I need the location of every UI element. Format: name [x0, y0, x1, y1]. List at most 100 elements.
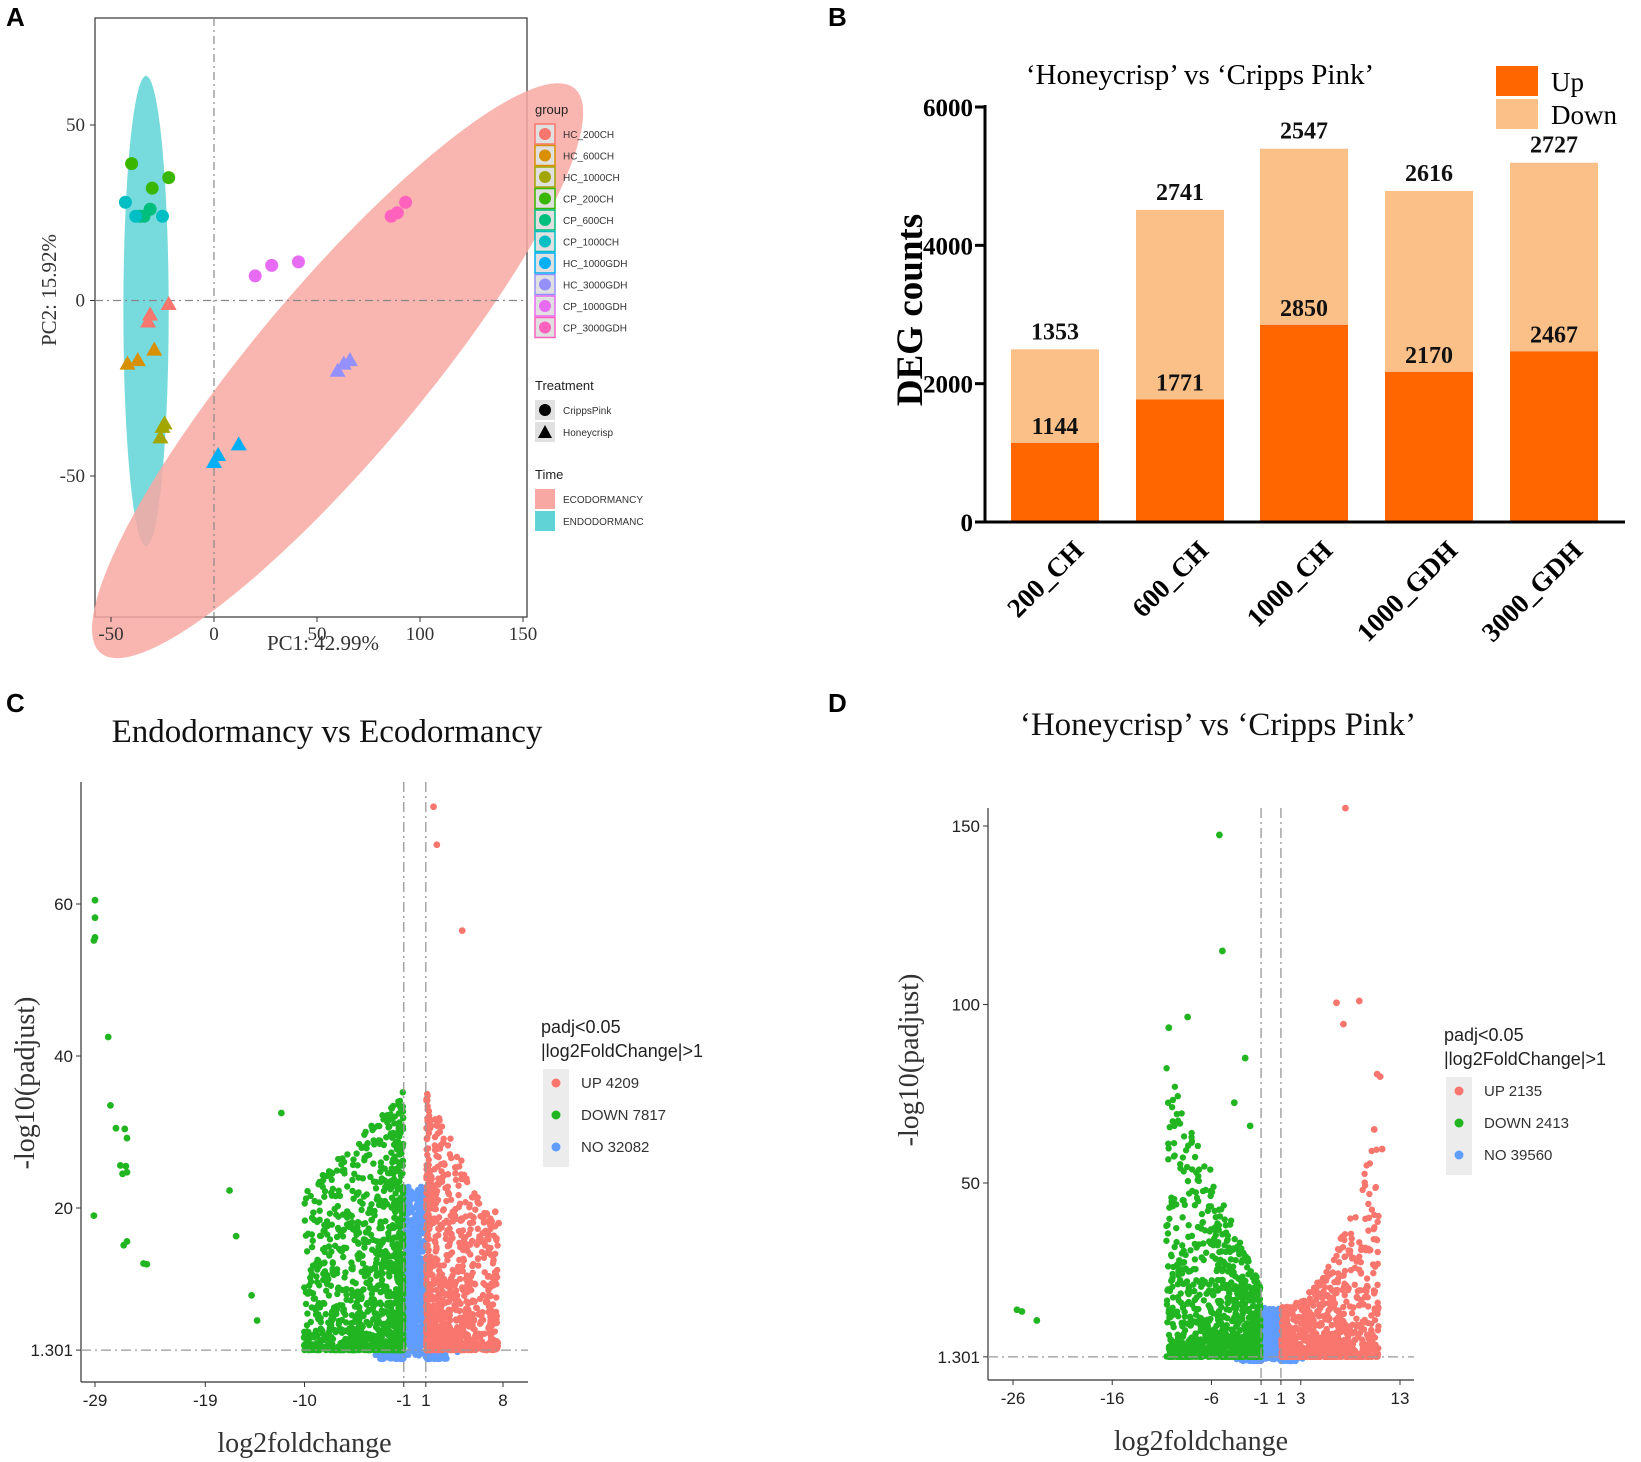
volcano-point	[360, 1336, 367, 1344]
volcano-point	[1216, 1259, 1224, 1266]
volcano-point	[1207, 1203, 1215, 1210]
volcano-point	[349, 1263, 356, 1270]
legend-dot-1	[551, 1110, 561, 1120]
volcano-plot-hc-vs-cp: ‘Honeycrisp’ vs ‘Cripps Pink’-26 -16 -6 -1 1…	[894, 707, 1606, 1457]
bar-down-4	[1510, 162, 1598, 352]
volcano-point	[1166, 1287, 1174, 1295]
volcano-point	[363, 1265, 370, 1272]
volcano-point	[1180, 1133, 1188, 1140]
volcano-point	[428, 1328, 436, 1335]
legend-group-dot-2	[539, 171, 551, 183]
volcano-point	[1198, 1210, 1206, 1218]
volcano-point	[1165, 1343, 1173, 1351]
volcano-point	[394, 1332, 402, 1339]
volcano-point	[1269, 1307, 1277, 1314]
volcano-point	[480, 1280, 487, 1287]
volcano-point	[1232, 1296, 1240, 1303]
legend-title-line-1: padj<0.05	[541, 1017, 621, 1037]
volcano-point	[431, 1133, 439, 1141]
volcano-point	[492, 1320, 500, 1327]
volcano-point	[329, 1335, 337, 1343]
volcano-point	[1212, 1213, 1219, 1221]
volcano-point	[416, 1208, 424, 1216]
volcano-point	[302, 1195, 310, 1202]
outlier-point-15	[120, 1241, 128, 1249]
volcano-point	[317, 1338, 325, 1345]
volcano-point	[1235, 1346, 1243, 1353]
volcano-point	[373, 1322, 380, 1329]
volcano-point	[301, 1217, 309, 1224]
volcano-point	[303, 1289, 311, 1296]
volcano-point	[397, 1104, 404, 1112]
bar-up-label-1: 1771	[1156, 371, 1204, 397]
pca-point-20	[230, 436, 247, 451]
volcano-point	[485, 1248, 492, 1255]
volcano-point	[363, 1191, 370, 1198]
volcano-point	[1176, 1120, 1184, 1127]
volcano-point	[342, 1319, 350, 1326]
bar-up-label-4: 2467	[1530, 322, 1578, 348]
volcano-point	[1199, 1218, 1207, 1226]
volcano-point	[405, 1245, 413, 1252]
legend-group-label-0: HC_200CH	[563, 130, 614, 141]
volcano-point	[385, 1124, 392, 1131]
volcano-point	[1165, 1156, 1172, 1163]
legend-label-2: NO 32082	[581, 1139, 649, 1156]
volcano-point	[1236, 1239, 1244, 1246]
volcano-point	[309, 1262, 317, 1269]
volcano-point	[1201, 1328, 1209, 1335]
volcano-point	[371, 1141, 378, 1148]
volcano-point	[349, 1161, 357, 1169]
y-tick-label-3: 60	[54, 895, 73, 914]
volcano-point	[423, 1146, 430, 1153]
y-axis-label: -log10(padjust)	[10, 997, 41, 1170]
pca-point-17	[156, 209, 169, 223]
volcano-point	[485, 1324, 493, 1331]
volcano-point	[334, 1224, 342, 1232]
volcano-point	[1181, 1308, 1188, 1316]
volcano-point	[374, 1346, 382, 1353]
volcano-point	[469, 1262, 476, 1270]
volcano-point	[1180, 1319, 1187, 1326]
volcano-point	[1194, 1142, 1202, 1150]
legend-group-label-9: CP_3000GDH	[563, 324, 627, 335]
legend-group-label-2: HC_1000CH	[563, 173, 620, 184]
legend-treatment-label-1: Honeycrisp	[563, 428, 613, 439]
volcano-point	[438, 1301, 445, 1308]
legend-group-dot-4	[539, 214, 551, 226]
volcano-point	[343, 1244, 350, 1252]
chart-title: ‘Honeycrisp’ vs ‘Cripps Pink’	[1020, 707, 1416, 743]
volcano-point	[362, 1229, 370, 1236]
pca-point-24	[248, 269, 262, 283]
x-tick-label-1: 0	[209, 624, 219, 645]
volcano-point	[1265, 1354, 1272, 1361]
outlier-point-25	[458, 927, 466, 934]
volcano-point	[384, 1319, 392, 1326]
panel-letter-b: B	[828, 2, 847, 32]
volcano-point	[1212, 1282, 1220, 1289]
volcano-point	[447, 1135, 454, 1142]
pca-point-28	[390, 206, 404, 220]
volcano-point	[452, 1205, 459, 1213]
volcano-point	[433, 1245, 440, 1253]
outlier-point-12	[119, 1170, 126, 1178]
volcano-point	[433, 1295, 440, 1302]
volcano-point	[316, 1178, 323, 1186]
volcano-point	[390, 1323, 398, 1330]
pca-point-22	[335, 355, 352, 370]
volcano-point	[316, 1207, 323, 1214]
x-axis-label: log2foldchange	[217, 1428, 391, 1459]
outlier-point-4	[104, 1033, 112, 1041]
volcano-point	[1191, 1287, 1198, 1295]
volcano-point	[459, 1267, 466, 1275]
volcano-point	[359, 1332, 366, 1339]
volcano-point	[304, 1187, 311, 1195]
volcano-point	[426, 1287, 434, 1295]
volcano-point	[325, 1243, 333, 1250]
panel-letter-a: A	[6, 2, 25, 32]
volcano-point	[383, 1250, 391, 1258]
volcano-point	[399, 1089, 406, 1096]
volcano-point	[415, 1352, 423, 1359]
volcano-point	[358, 1268, 365, 1276]
